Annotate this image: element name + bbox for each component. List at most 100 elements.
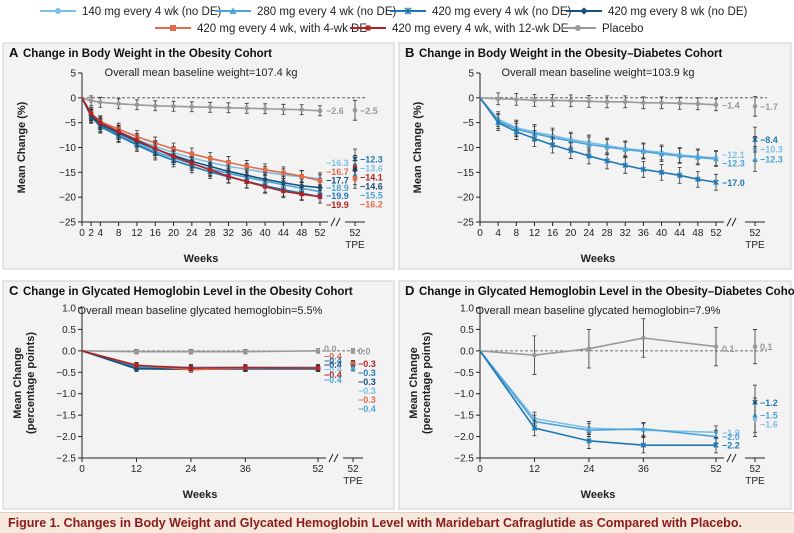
data-point-placebo: [604, 99, 610, 105]
tpe-value-label: −1.5: [760, 411, 778, 421]
tpe-value-label: −0.4: [358, 404, 376, 414]
panel-B: B Change in Body Weight in the Obesity–Di…: [398, 42, 792, 270]
data-point-s420de12: [317, 194, 323, 199]
data-point-s420de4: [281, 170, 286, 176]
x-tick-label: 48: [692, 228, 704, 239]
tpe-point-s280: [752, 156, 758, 162]
end-value-label: −12.3: [722, 158, 745, 168]
data-point-s420de12: [134, 137, 140, 143]
data-point-s420de4: [317, 178, 323, 184]
tpe-point-s420de4: [350, 361, 356, 367]
tpe-point-s420de4: [352, 175, 358, 181]
y-tick-label: −1.5: [454, 411, 474, 422]
x-tick-label: 36: [240, 464, 252, 475]
data-point-placebo: [98, 100, 103, 105]
data-point-s420de12: [299, 191, 304, 197]
panel-A: A Change in Body Weight in the Obesity Co…: [2, 42, 395, 270]
y-tick-label: 5: [70, 69, 76, 80]
data-point-placebo: [641, 335, 646, 341]
data-point-placebo: [116, 101, 121, 107]
data-point-placebo: [134, 349, 139, 355]
data-point-s420de12: [207, 167, 213, 173]
x-tick-label: 24: [583, 228, 595, 239]
data-point-placebo: [568, 98, 574, 104]
x-tick-label: 40: [656, 228, 668, 239]
legend-label: 420 mg every 8 wk (no DE): [608, 6, 748, 18]
data-point-s420de12: [226, 174, 231, 179]
tpe-value-label: 0.1: [760, 342, 773, 352]
series-line-placebo: [479, 97, 717, 106]
y-tick-label: −2.5: [56, 454, 76, 465]
data-point-s420: [676, 172, 683, 179]
x-tick-label: 4: [495, 228, 501, 239]
y-tick-label: −20: [59, 193, 76, 204]
tpe-label: TPE: [345, 240, 365, 251]
panel-subtitle: Overall mean baseline weight=103.9 kg: [502, 67, 695, 79]
y-tick-label: −2.0: [56, 432, 76, 443]
series-placebo: [479, 318, 719, 375]
panel-subtitle: Overall mean baseline glycated hemoglobi…: [78, 305, 323, 317]
y-tick-label: 0.0: [460, 346, 474, 357]
tpe-value-label: −10.3: [760, 144, 783, 154]
y-axis-label: Mean Change (%): [16, 101, 28, 193]
x-tick-label: 36: [638, 228, 650, 239]
tpe-value-label: −1.2: [760, 398, 778, 408]
x-tick-label: 36: [638, 464, 650, 475]
legend-marker: [580, 7, 588, 15]
end-value-label: −0.4: [324, 352, 342, 362]
x-tick-label: 0: [477, 228, 483, 239]
x-axis-label: Weeks: [581, 489, 616, 501]
data-point-s420de12: [188, 365, 194, 371]
x-tick-label-tpe: 52: [749, 464, 761, 475]
tpe-value-label: −0.3: [358, 377, 376, 387]
data-point-placebo: [189, 104, 195, 110]
legend-marker: [575, 25, 581, 31]
data-point-placebo: [134, 102, 140, 108]
tpe-value-label: −14.6: [360, 181, 383, 191]
legend-marker: [229, 7, 237, 14]
x-tick-label-tpe: 52: [347, 464, 359, 475]
y-tick-label: −1.5: [56, 411, 76, 422]
legend-item-s420de12: 420 mg every 4 wk, with 12-wk DE: [350, 23, 569, 35]
y-tick-label: −5: [65, 118, 77, 129]
panel-title: Change in Glycated Hemoglobin Level in t…: [419, 286, 794, 298]
data-point-placebo: [550, 98, 555, 103]
tpe-value-label: −13.6: [360, 163, 383, 173]
tpe-value-label: −0.3: [358, 368, 376, 378]
tpe-point-placebo: [352, 107, 358, 113]
data-point-placebo: [152, 103, 158, 109]
y-tick-label: −0.5: [56, 368, 76, 379]
data-point-s280: [640, 426, 647, 432]
data-point-s420q8: [317, 184, 323, 191]
data-point-placebo: [243, 349, 248, 355]
x-tick-label: 24: [583, 464, 595, 475]
data-point-s420de4: [207, 156, 213, 161]
end-value-label: −16.3: [326, 158, 349, 168]
end-value-label: −18.9: [326, 183, 349, 193]
data-point-placebo: [88, 98, 94, 104]
caption-text: Changes in Body Weight and Glycated Hemo…: [63, 516, 742, 530]
data-point-placebo: [641, 100, 646, 106]
y-tick-label: 5: [468, 69, 474, 80]
end-value-label: −2.6: [326, 106, 344, 116]
legend-item-s420de4: 420 mg every 4 wk, with 4-wk DE: [155, 23, 367, 35]
data-point-placebo: [317, 108, 323, 114]
series-line-placebo: [81, 350, 319, 353]
y-tick-label: 1.0: [460, 304, 474, 315]
data-point-s280: [604, 144, 610, 150]
data-point-placebo: [262, 106, 268, 112]
series-line-s280: [479, 97, 717, 160]
x-tick-label: 12: [529, 228, 541, 239]
panel-D: D Change in Glycated Hemoglobin Level in …: [398, 280, 794, 510]
y-axis-label: Mean Change (%): [412, 101, 424, 193]
legend-marker: [170, 25, 176, 31]
x-tick-label: 20: [168, 228, 180, 239]
data-point-s420: [586, 153, 592, 159]
end-value-label: −12.1: [722, 150, 745, 160]
x-axis-label: Weeks: [581, 253, 616, 265]
panel-letter: D: [405, 283, 414, 298]
legend-item-s420q8: 420 mg every 8 wk (no DE): [566, 6, 748, 18]
series-s420: [479, 350, 719, 454]
panel-subtitle: Overall mean baseline glycated hemoglobi…: [476, 305, 721, 317]
data-point-placebo: [315, 348, 321, 354]
